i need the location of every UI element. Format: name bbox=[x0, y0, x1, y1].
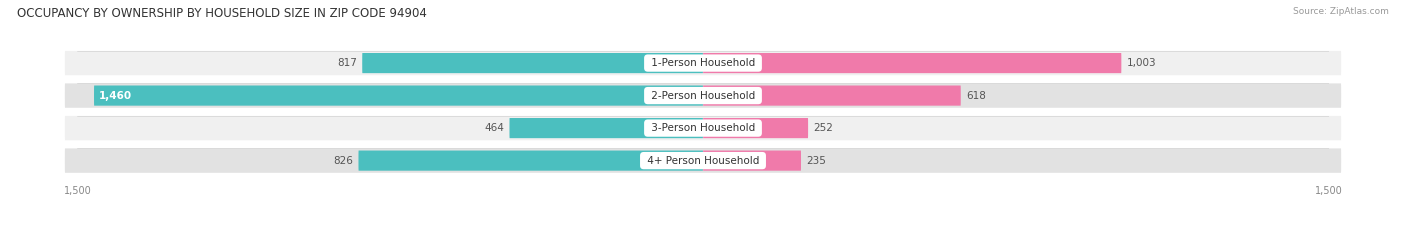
FancyBboxPatch shape bbox=[65, 83, 1341, 108]
Legend: Owner-occupied, Renter-occupied: Owner-occupied, Renter-occupied bbox=[595, 231, 811, 233]
Text: OCCUPANCY BY OWNERSHIP BY HOUSEHOLD SIZE IN ZIP CODE 94904: OCCUPANCY BY OWNERSHIP BY HOUSEHOLD SIZE… bbox=[17, 7, 427, 20]
Text: 4+ Person Household: 4+ Person Household bbox=[644, 156, 762, 166]
Text: 817: 817 bbox=[337, 58, 357, 68]
Text: 2-Person Household: 2-Person Household bbox=[648, 91, 758, 101]
Text: 1,003: 1,003 bbox=[1126, 58, 1156, 68]
FancyBboxPatch shape bbox=[65, 116, 1341, 140]
Text: 3-Person Household: 3-Person Household bbox=[648, 123, 758, 133]
FancyBboxPatch shape bbox=[363, 53, 703, 73]
FancyBboxPatch shape bbox=[359, 151, 703, 171]
Text: 252: 252 bbox=[813, 123, 832, 133]
FancyBboxPatch shape bbox=[94, 86, 703, 106]
Text: 235: 235 bbox=[806, 156, 825, 166]
FancyBboxPatch shape bbox=[509, 118, 703, 138]
FancyBboxPatch shape bbox=[703, 151, 801, 171]
Text: 826: 826 bbox=[333, 156, 353, 166]
FancyBboxPatch shape bbox=[65, 51, 1341, 75]
Text: Source: ZipAtlas.com: Source: ZipAtlas.com bbox=[1294, 7, 1389, 16]
Text: 464: 464 bbox=[485, 123, 505, 133]
FancyBboxPatch shape bbox=[703, 86, 960, 106]
FancyBboxPatch shape bbox=[703, 53, 1122, 73]
Text: 1,460: 1,460 bbox=[98, 91, 132, 101]
Text: 618: 618 bbox=[966, 91, 986, 101]
FancyBboxPatch shape bbox=[65, 148, 1341, 173]
Text: 1-Person Household: 1-Person Household bbox=[648, 58, 758, 68]
FancyBboxPatch shape bbox=[703, 118, 808, 138]
